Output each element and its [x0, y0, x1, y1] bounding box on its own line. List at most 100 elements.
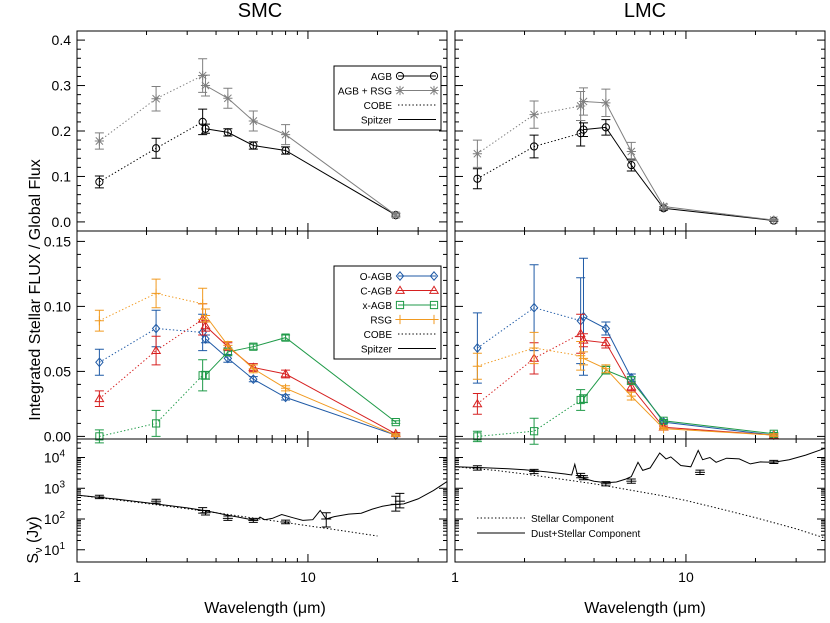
- legend-top-smc: AGB AGB + RSG COBE Spitzer: [333, 65, 442, 131]
- legend-box: [333, 265, 442, 360]
- panel-frame: [454, 438, 826, 563]
- x-tick-label: 1: [73, 569, 81, 585]
- error-bar: [578, 122, 588, 137]
- legend-marker: [395, 300, 405, 310]
- error-bar: [472, 393, 482, 415]
- data-point: [151, 419, 161, 428]
- data-point: [472, 361, 482, 371]
- data-point: [280, 383, 291, 393]
- data-point: [198, 299, 208, 309]
- data-point: [200, 310, 211, 321]
- series-o-agb: [472, 257, 779, 441]
- data-point: [578, 353, 589, 363]
- data-point: [94, 136, 104, 146]
- cobe-line: [99, 318, 203, 400]
- panel-frame: [454, 230, 826, 440]
- data-point: [627, 160, 636, 170]
- series-x-agb: [94, 333, 401, 444]
- data-point: [769, 215, 779, 225]
- legend-marker: [429, 314, 439, 325]
- legend-label: Spitzer: [361, 345, 393, 356]
- data-point: [529, 343, 539, 353]
- y-tick-exponent: 1: [59, 541, 65, 552]
- data-point: [472, 149, 482, 159]
- legend-label: AGB + RSG: [338, 87, 392, 98]
- data-point: [223, 340, 233, 350]
- x-axis-title-left: Wavelength (μm): [204, 600, 326, 617]
- photometry-error-bar: [395, 492, 405, 509]
- y-tick-label: 0.05: [44, 363, 71, 379]
- data-point: [601, 323, 611, 334]
- data-point: [151, 144, 161, 153]
- data-point: [95, 357, 104, 368]
- data-point: [151, 345, 162, 354]
- legend-label: RSG: [370, 316, 392, 327]
- legend-marker: [395, 314, 405, 325]
- y-tick-exponent: 4: [59, 449, 65, 460]
- data-point: [579, 125, 588, 134]
- data-point: [280, 368, 291, 378]
- y-tick-label: 0.00: [44, 428, 71, 444]
- x-tick-label: 10: [678, 569, 694, 585]
- y-tick-label: 103: [44, 479, 66, 496]
- error-bar: [576, 389, 586, 411]
- data-point: [248, 116, 258, 126]
- series-c-agb: [472, 313, 779, 439]
- legend-marker: [428, 285, 440, 294]
- error-bar: [659, 419, 669, 423]
- data-point: [473, 343, 482, 353]
- y-tick-label: 102: [44, 510, 66, 527]
- data-point: [626, 381, 637, 391]
- error-bar: [151, 409, 161, 437]
- legend-label: Spitzer: [361, 116, 393, 127]
- y-tick-label: 101: [44, 541, 66, 558]
- legend-label: AGB: [371, 72, 392, 83]
- y-tick-base: 10: [44, 511, 60, 527]
- error-bar: [151, 137, 161, 159]
- data-point: [95, 177, 104, 187]
- legend-marker: [395, 71, 405, 81]
- y-tick-base: 10: [44, 542, 60, 558]
- legend-marker: [394, 285, 406, 294]
- data-point: [281, 333, 290, 342]
- legend-middle-smc: O-AGB C-AGB x-AGB RSG COBE Spitzer: [333, 265, 442, 360]
- data-point: [578, 96, 589, 107]
- data-point: [472, 398, 483, 408]
- data-point: [627, 376, 636, 385]
- y-tick-label: 0.15: [44, 233, 71, 249]
- data-point: [626, 391, 636, 401]
- y-tick-label: 0.4: [52, 32, 72, 48]
- error-bar: [151, 335, 161, 366]
- legend-marker: [429, 85, 439, 96]
- data-point: [601, 98, 611, 108]
- x-tick-label: 10: [300, 569, 316, 585]
- legend-label: C-AGB: [360, 287, 392, 298]
- cobe-line: [99, 75, 203, 142]
- lmc-column-title: LMC: [624, 0, 666, 22]
- y-tick-label: 0.10: [44, 298, 71, 314]
- data-point: [601, 364, 611, 374]
- legend-marker: [429, 300, 439, 310]
- legend-label: COBE: [364, 101, 393, 112]
- cobe-line: [99, 374, 204, 437]
- data-point: [95, 432, 104, 441]
- series-rsg: [472, 331, 779, 440]
- data-point: [223, 353, 233, 364]
- data-point: [198, 117, 207, 127]
- legend-label: Stellar Component: [531, 514, 614, 525]
- error-bar: [248, 343, 258, 350]
- panel-middle-smc: 0.00 0.05 0.10 0.15 O-AGB C-AGB x-AGB RSG COBE Sp…: [44, 230, 448, 444]
- data-point: [223, 93, 233, 103]
- photometry-error-bar: [321, 512, 331, 528]
- y-tick-base: 10: [44, 450, 60, 466]
- data-point: [249, 141, 258, 150]
- data-point: [151, 94, 161, 104]
- y-tick-label: 0.2: [52, 123, 72, 139]
- legend-marker: [395, 271, 405, 281]
- y-tick-label: 0.1: [52, 168, 72, 184]
- data-point: [151, 288, 161, 298]
- panel-top-smc: 0.0 0.1 0.2 0.3 0.4 AGB AGB + RSG COBE Spitzer: [52, 30, 448, 232]
- y-axis-title-s: S: [25, 553, 42, 564]
- data-point: [281, 392, 290, 403]
- data-point: [601, 123, 610, 132]
